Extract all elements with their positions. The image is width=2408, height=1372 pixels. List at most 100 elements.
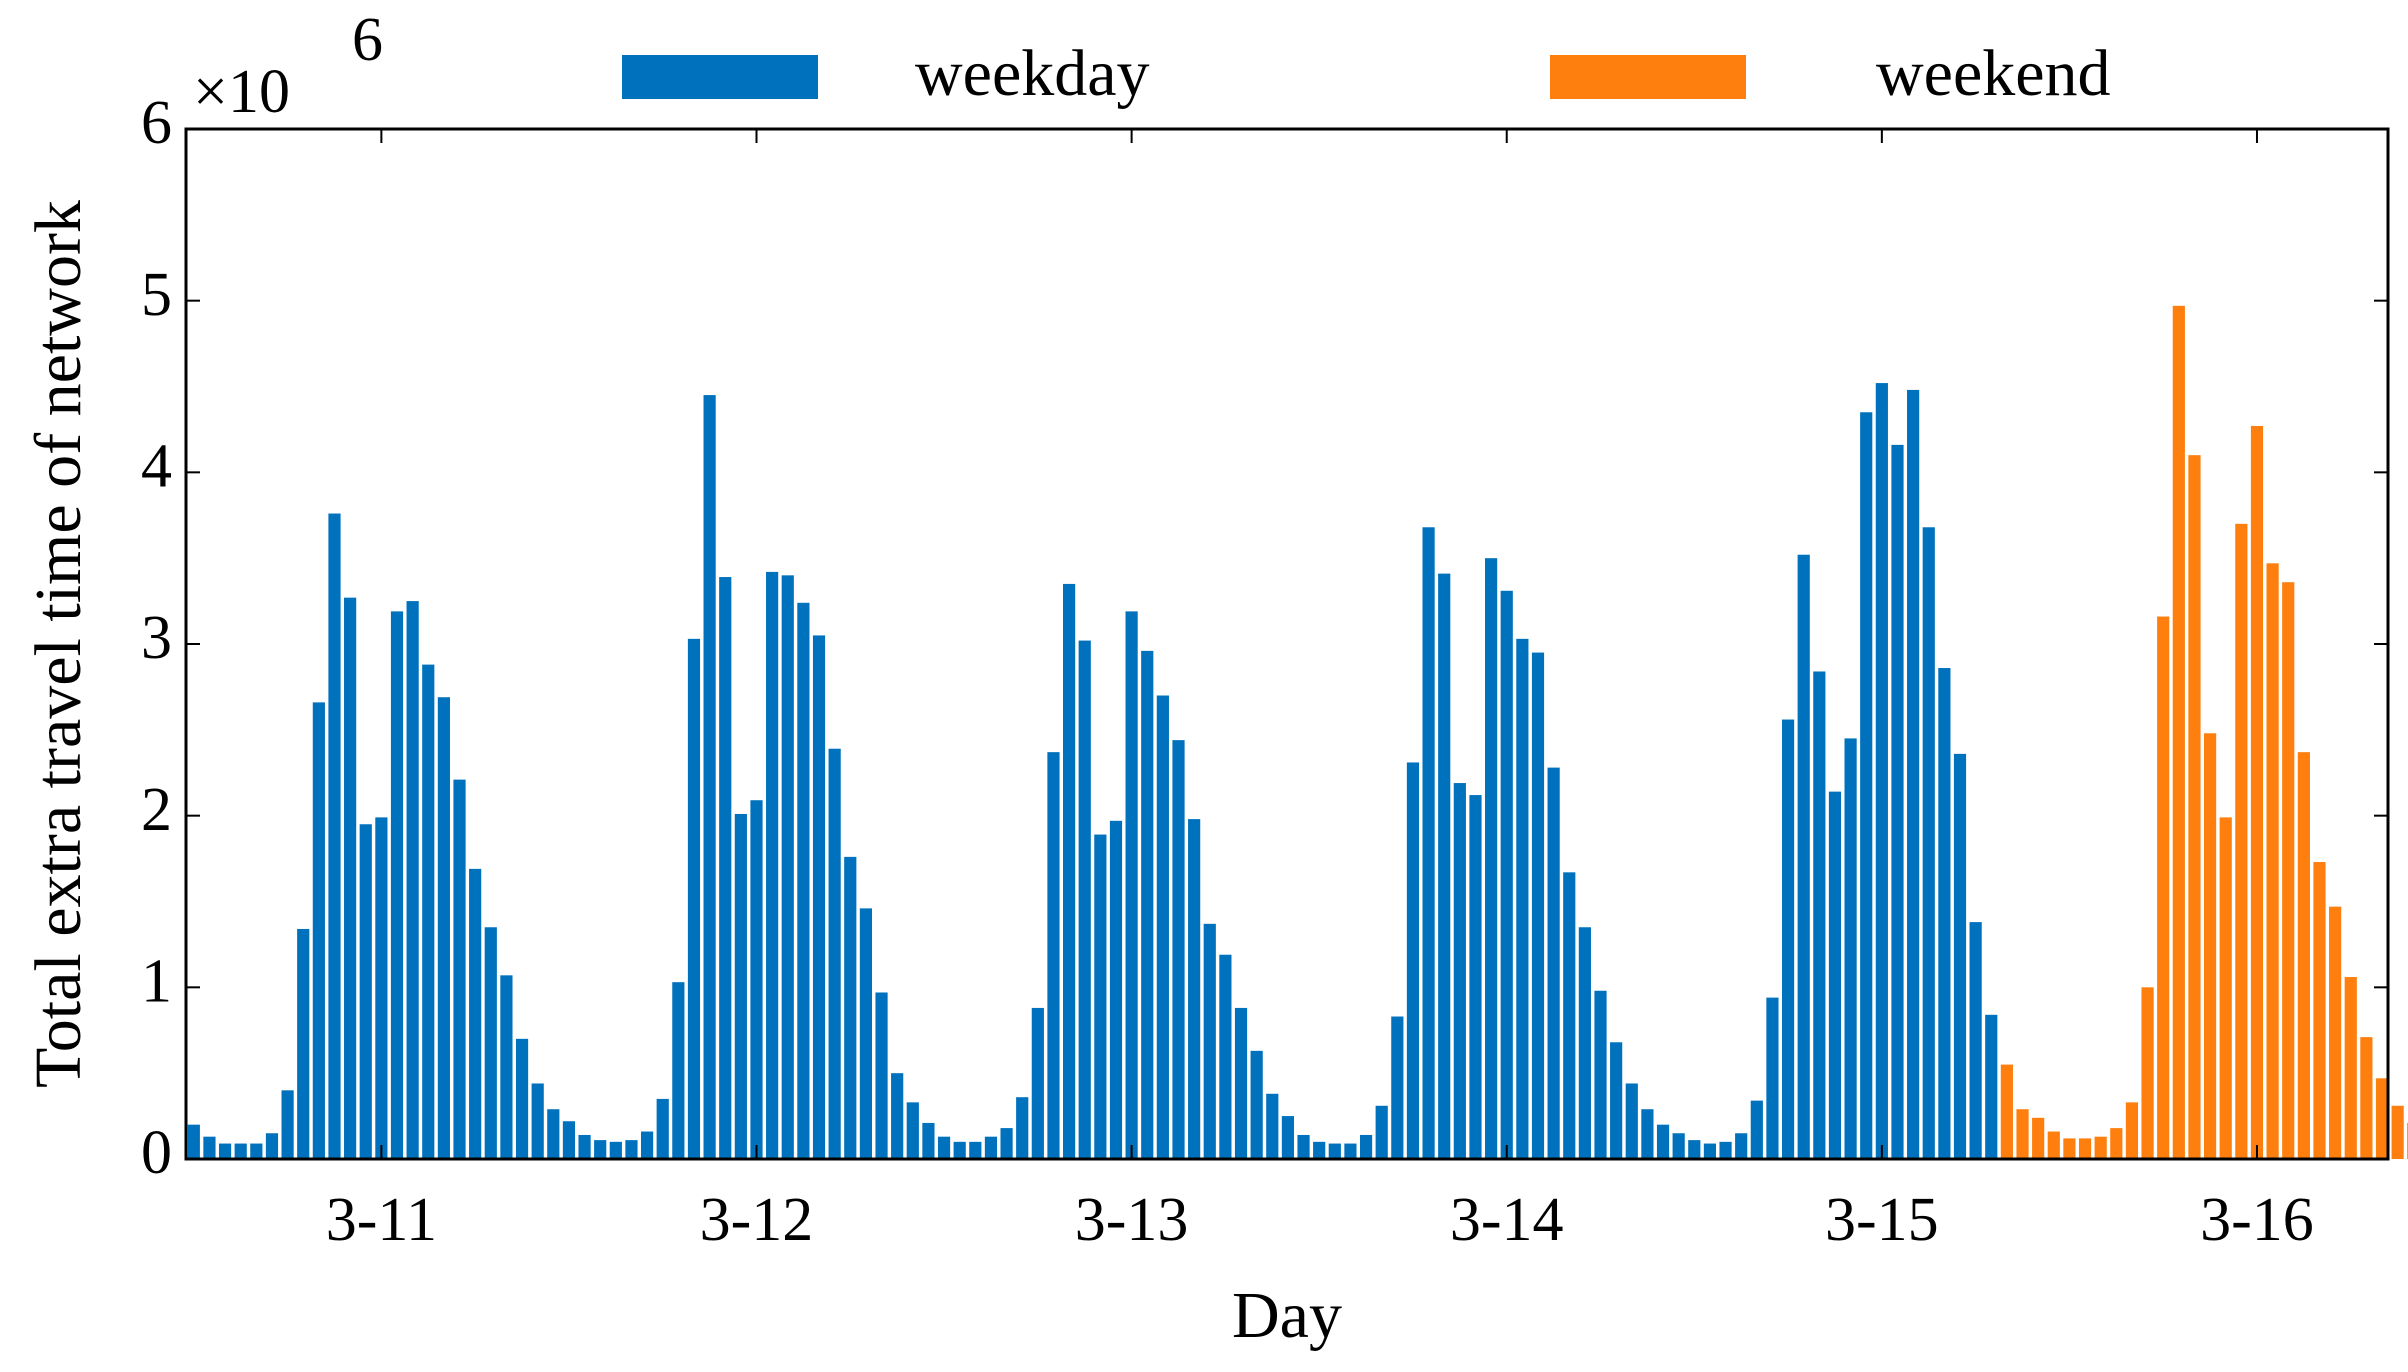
bar-weekday [1485,558,1498,1159]
bar-weekday [1266,1093,1279,1159]
bar-weekday [1781,719,1795,1159]
x-tick-label: 3-15 [1825,1186,1939,1254]
bar-weekday [656,1098,669,1159]
bar-weekday [1703,1143,1717,1159]
x-tick-label: 3-16 [2200,1186,2314,1254]
legend: weekday weekend [622,37,2111,110]
bar-weekday [1438,573,1451,1159]
bar-weekend [2016,1109,2029,1159]
bar-weekday [1766,997,1779,1159]
bar-weekday [500,975,513,1159]
bar-weekend [2203,733,2217,1159]
bar-weekday [625,1140,638,1159]
bar-weekday [609,1141,622,1159]
bar-weekend [2000,1064,2013,1159]
bar-weekday [1922,527,1935,1159]
bar-weekend [2360,1037,2373,1159]
x-tick-labels: 3-113-123-133-143-153-163-17 [326,1186,2314,1254]
bar-weekday [640,1131,654,1159]
bar-weekday [1063,583,1076,1159]
legend-label-weekday: weekday [915,37,1150,110]
bar-weekday [578,1134,591,1159]
y-axis-title: Total extra travel time of network [22,200,95,1088]
bar-weekday [1828,791,1842,1159]
bar-weekday [344,597,357,1159]
bar-weekday [562,1121,576,1159]
y-tick-label: 3 [141,604,172,672]
bar-weekday [281,1090,294,1159]
bar-weekday [828,748,841,1159]
bar-weekday [406,601,419,1159]
bar-weekend [2391,1105,2404,1159]
bar-weekday [375,817,388,1159]
bar-weekday [1625,1083,1638,1159]
bar-weekday [1531,652,1545,1159]
bar-weekday [1094,834,1107,1159]
bar-weekday [875,992,888,1159]
bar-weekday [953,1141,966,1159]
bar-weekday [469,868,482,1159]
bar-weekday [187,1124,200,1159]
bar-weekday [484,927,497,1159]
bar-weekday [1156,695,1169,1159]
bar-weekday [1125,611,1138,1159]
bar-weekend [2157,616,2170,1159]
y-tick-label: 6 [141,89,172,157]
bar-weekday [1688,1140,1701,1159]
bar-weekend [2078,1138,2092,1159]
bar-weekday [359,824,372,1159]
bar-weekday [1750,1100,1763,1159]
bar-weekday [1000,1128,1013,1159]
legend-label-weekend: weekend [1876,37,2111,110]
bar-weekday [1375,1105,1388,1159]
bar-weekday [1563,872,1576,1159]
bar-weekday [1656,1124,1670,1159]
bar-weekend [2094,1136,2107,1159]
bar-weekend [2063,1138,2076,1159]
bar-weekday [1547,767,1560,1159]
bar-weekday [1672,1133,1685,1159]
bar-weekday [297,928,310,1159]
bar-weekday [265,1133,279,1159]
bar-weekday [437,697,450,1159]
y-tick-label: 5 [141,261,172,329]
x-tick-label: 3-12 [700,1186,814,1254]
bar-weekday [1578,927,1591,1159]
bar-weekend [2188,455,2201,1159]
bar-weekday [1047,752,1060,1159]
bar-weekday [1453,783,1466,1159]
bar-weekend [2047,1131,2060,1159]
bar-weekday [312,702,325,1159]
bar-weekday [547,1109,560,1159]
bar-weekday [203,1136,216,1159]
bar-weekday [891,1073,904,1159]
bar-weekday [1844,738,1857,1159]
bar-weekend [2313,862,2326,1159]
bar-weekday [1141,650,1154,1159]
bar-weekday [234,1143,247,1159]
bar-weekday [1297,1134,1310,1159]
bar-weekday [1735,1133,1748,1159]
bar-weekday [1969,922,1982,1159]
x-tick-label: 3-11 [326,1186,437,1254]
bar-weekend [2344,977,2357,1159]
bar-weekend [2032,1117,2045,1159]
legend-swatch-weekend [1550,55,1746,99]
bar-weekday [390,611,404,1159]
bar-weekend [2141,987,2154,1159]
y-tick-label: 0 [141,1119,172,1187]
bar-weekend [2235,523,2248,1159]
bar-weekday [672,982,685,1159]
bar-weekday [937,1136,951,1159]
bar-weekday [1469,795,1482,1159]
bar-weekday [859,908,872,1159]
bar-weekday [1109,820,1123,1159]
bar-weekday [1219,954,1232,1159]
bar-weekend [2125,1102,2139,1159]
bar-weekday [594,1140,607,1159]
x-tick-label: 3-14 [1450,1186,1564,1254]
bar-weekday [1281,1116,1295,1159]
bar-weekday [1422,527,1435,1159]
bar-weekday [984,1136,998,1159]
bar-weekday [1594,990,1607,1159]
